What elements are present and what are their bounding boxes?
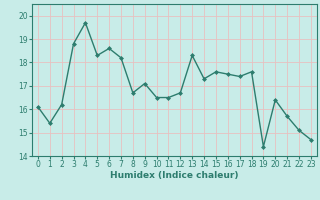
X-axis label: Humidex (Indice chaleur): Humidex (Indice chaleur) <box>110 171 239 180</box>
